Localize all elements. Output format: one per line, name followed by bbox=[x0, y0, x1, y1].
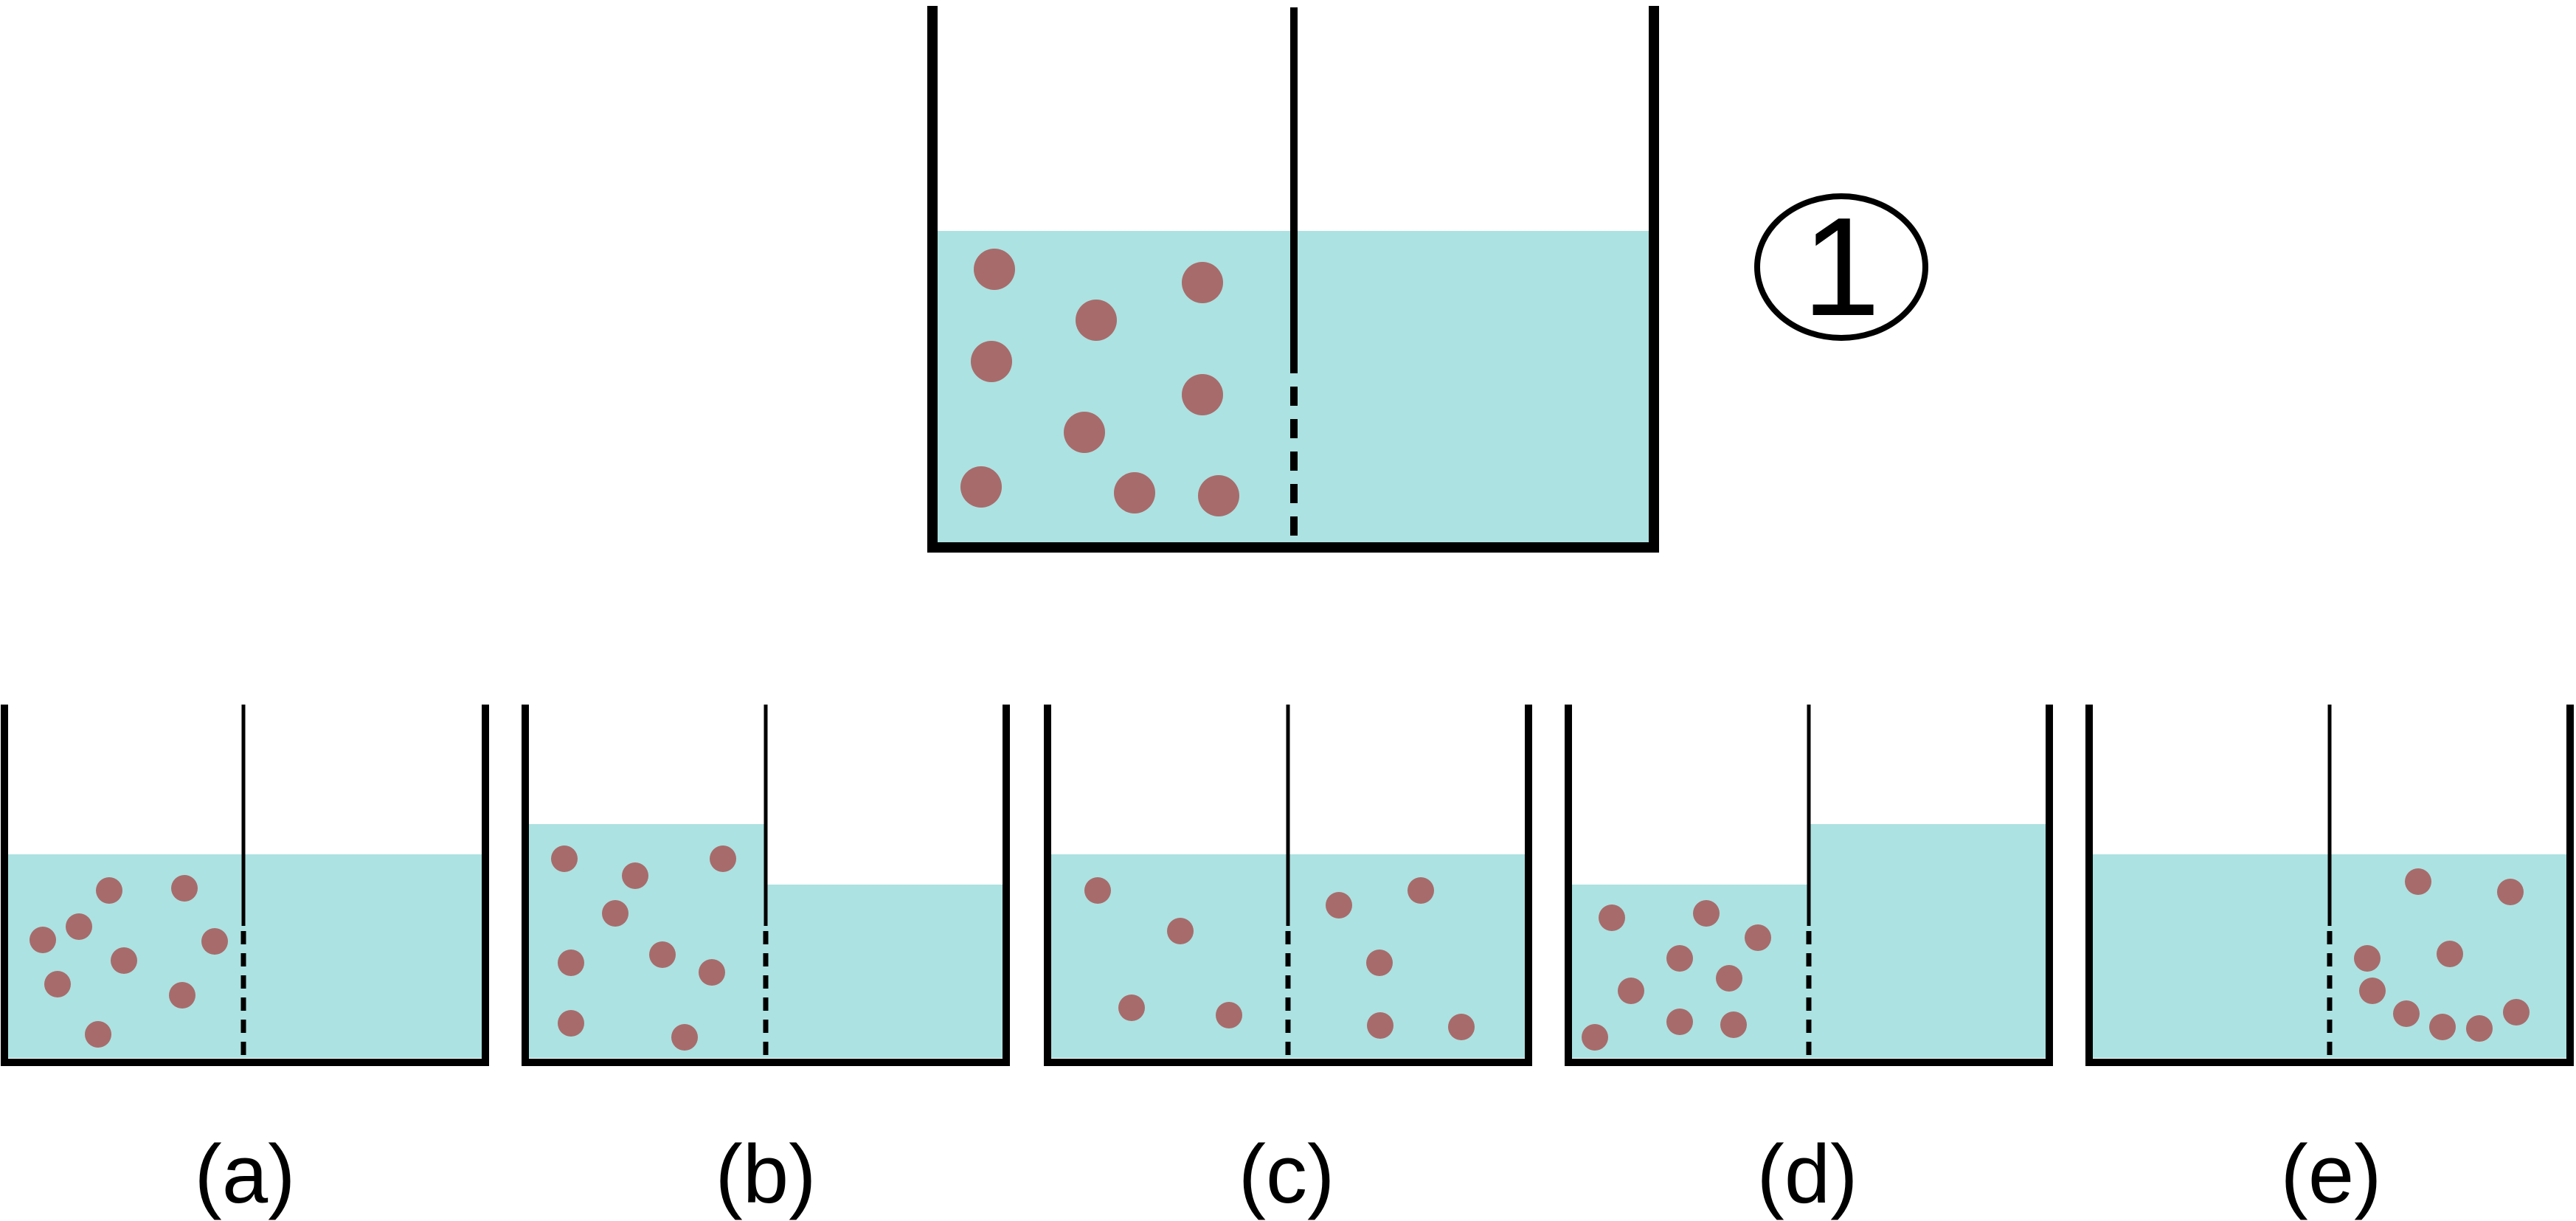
particle bbox=[1618, 978, 1644, 1004]
particle bbox=[1720, 1011, 1747, 1038]
particle bbox=[974, 249, 1015, 290]
option-d-particles bbox=[1582, 900, 1771, 1051]
particle bbox=[1582, 1024, 1608, 1051]
option-a-liquid-right bbox=[243, 854, 484, 1058]
top-beaker-outline bbox=[927, 6, 1659, 553]
particle bbox=[1118, 995, 1145, 1021]
particle bbox=[85, 1021, 111, 1048]
option-b-particles bbox=[551, 845, 736, 1051]
particle bbox=[1448, 1014, 1475, 1040]
option-e-label: (e) bbox=[2281, 1128, 2382, 1220]
particle bbox=[1076, 300, 1117, 341]
particle bbox=[1084, 877, 1111, 904]
option-e-liquid-left bbox=[2092, 854, 2330, 1058]
particle bbox=[30, 927, 56, 953]
particle bbox=[2437, 941, 2463, 967]
particle bbox=[649, 941, 676, 968]
particle bbox=[971, 341, 1012, 382]
option-d-liquid-right bbox=[1809, 824, 2048, 1058]
option-c-particles bbox=[1084, 877, 1475, 1040]
particle bbox=[710, 845, 736, 872]
top-beaker-liquid-right bbox=[1294, 231, 1652, 544]
particle bbox=[1666, 945, 1693, 972]
label-oval bbox=[1754, 193, 1928, 341]
particle bbox=[2354, 945, 2381, 972]
option-e-particles bbox=[2354, 868, 2530, 1042]
particle bbox=[171, 875, 198, 902]
option-b-liquid-right bbox=[766, 885, 1005, 1058]
particle bbox=[169, 982, 195, 1009]
option-b-beaker bbox=[522, 705, 1010, 1066]
option-a-label: (a) bbox=[195, 1128, 296, 1220]
particle bbox=[1326, 892, 1352, 919]
option-c-outline bbox=[1044, 705, 1532, 1066]
particle bbox=[1198, 475, 1239, 516]
particle bbox=[2429, 1014, 2456, 1040]
top-beaker bbox=[927, 6, 1659, 553]
particle bbox=[1693, 900, 1720, 927]
option-b-outline bbox=[522, 705, 1010, 1066]
particle bbox=[1064, 412, 1105, 453]
particle bbox=[201, 928, 228, 955]
option-e-outline bbox=[2085, 705, 2574, 1066]
particle bbox=[960, 466, 1002, 508]
particle bbox=[1216, 1002, 1242, 1028]
particle bbox=[2497, 879, 2524, 905]
particle bbox=[1114, 472, 1155, 513]
top-beaker-label: 1 bbox=[1802, 189, 1880, 345]
particle bbox=[558, 1010, 584, 1037]
option-a-beaker bbox=[1, 705, 489, 1066]
top-beaker-particles bbox=[960, 249, 1239, 516]
particle bbox=[622, 862, 648, 889]
particle bbox=[1745, 924, 1771, 951]
particle bbox=[1182, 262, 1223, 303]
particle bbox=[1366, 950, 1393, 976]
particle bbox=[111, 947, 137, 974]
option-a-particles bbox=[30, 875, 228, 1048]
particle bbox=[602, 900, 629, 927]
option-d-outline bbox=[1565, 705, 2053, 1066]
particle bbox=[44, 971, 71, 997]
particle bbox=[1716, 965, 1742, 992]
option-a-outline bbox=[1, 705, 489, 1066]
particle bbox=[1408, 877, 1434, 904]
particle bbox=[66, 913, 92, 940]
particle bbox=[1367, 1012, 1393, 1039]
option-c-liquid-right bbox=[1288, 854, 1527, 1058]
particle bbox=[2359, 978, 2386, 1004]
particle bbox=[2503, 999, 2530, 1025]
option-e-beaker bbox=[2085, 705, 2574, 1066]
particle bbox=[699, 959, 725, 986]
particle bbox=[2393, 1000, 2420, 1027]
option-b-label: (b) bbox=[716, 1128, 817, 1220]
option-d-beaker bbox=[1565, 705, 2053, 1066]
particle bbox=[558, 950, 584, 976]
particle bbox=[671, 1024, 698, 1051]
particle bbox=[551, 845, 578, 872]
option-d-label: (d) bbox=[1757, 1128, 1858, 1220]
particle bbox=[1182, 374, 1223, 415]
particle bbox=[1167, 918, 1194, 944]
top-beaker-label-badge: 1 bbox=[1754, 189, 1928, 345]
particle bbox=[1666, 1009, 1693, 1035]
option-c-label: (c) bbox=[1239, 1128, 1335, 1220]
particle bbox=[96, 877, 122, 904]
particle bbox=[2466, 1015, 2493, 1042]
particle bbox=[2405, 868, 2431, 895]
option-c-beaker bbox=[1044, 705, 1532, 1066]
particle bbox=[1599, 904, 1625, 931]
